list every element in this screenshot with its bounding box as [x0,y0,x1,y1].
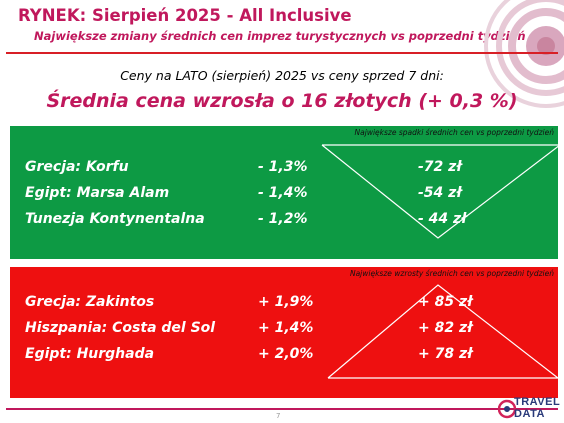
decreases-panel-title: Największe spadki średnich cen vs poprze… [354,128,554,137]
headline: Średnia cena wzrosła o 16 złotych (+ 0,3… [46,90,518,112]
amount-change: + 82 zł [418,320,473,336]
decrease-row: Tunezja Kontynentalna - 1,2% - 44 zł [10,211,558,237]
increase-row: Egipt: Hurghada + 2,0% + 78 zł [10,346,558,372]
page-number: 7 [276,412,281,420]
amount-change: - 44 zł [418,211,467,227]
amount-change: + 78 zł [418,346,473,362]
amount-change: -72 zł [418,159,462,175]
decrease-row: Egipt: Marsa Alam - 1,4% -54 zł [10,185,558,211]
percent-change: + 1,9% [258,294,314,310]
amount-change: -54 zł [418,185,462,201]
intro-text: Ceny na LATO (sierpień) 2025 vs ceny spr… [120,68,444,83]
logo-word-data: DATA [514,408,545,420]
decrease-row: Grecja: Korfu - 1,3% -72 zł [10,159,558,185]
travel-data-logo: TRAVEL DATA [498,396,562,422]
percent-change: + 2,0% [258,346,314,362]
increase-row: Grecja: Zakintos + 1,9% + 85 zł [10,294,558,320]
percent-change: - 1,3% [258,159,308,175]
destination: Tunezja Kontynentalna [25,211,205,227]
logo-circle-icon [498,399,516,419]
destination: Egipt: Marsa Alam [25,185,170,201]
down-triangle-outline [321,144,558,239]
percent-change: - 1,4% [258,185,308,201]
footer-divider [6,408,558,410]
concentric-circles-decoration [484,0,564,108]
increases-panel: Największe wzrosty średnich cen vs poprz… [10,267,558,398]
percent-change: + 1,4% [258,320,314,336]
destination: Hiszpania: Costa del Sol [25,320,216,336]
destination: Grecja: Zakintos [25,294,155,310]
destination: Egipt: Hurghada [25,346,155,362]
increase-row: Hiszpania: Costa del Sol + 1,4% + 82 zł [10,320,558,346]
increases-panel-title: Największe wzrosty średnich cen vs poprz… [349,269,554,278]
logo-word-travel: TRAVEL [514,396,561,408]
destination: Grecja: Korfu [25,159,129,175]
header-divider [6,52,558,54]
decreases-panel: Największe spadki średnich cen vs poprze… [10,126,558,259]
amount-change: + 85 zł [418,294,473,310]
slide-title: RYNEK: Sierpień 2025 - All Inclusive [18,6,352,25]
up-triangle-outline [327,284,558,379]
slide-subtitle: Największe zmiany średnich cen imprez tu… [34,29,526,43]
percent-change: - 1,2% [258,211,308,227]
